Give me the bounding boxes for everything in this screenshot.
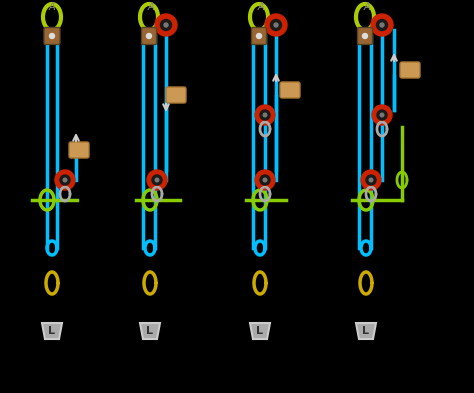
Text: A: A: [258, 2, 264, 12]
Circle shape: [161, 20, 172, 31]
Circle shape: [146, 33, 152, 39]
Text: L: L: [363, 326, 370, 336]
Circle shape: [369, 178, 373, 182]
Circle shape: [260, 175, 270, 185]
Circle shape: [380, 23, 384, 27]
FancyBboxPatch shape: [400, 62, 420, 78]
Circle shape: [255, 105, 275, 125]
Circle shape: [271, 20, 282, 31]
Circle shape: [372, 105, 392, 125]
Polygon shape: [42, 323, 62, 339]
Circle shape: [265, 14, 287, 36]
Circle shape: [274, 23, 278, 27]
Polygon shape: [250, 323, 270, 339]
Polygon shape: [140, 323, 160, 339]
Circle shape: [60, 175, 70, 185]
Circle shape: [363, 33, 367, 39]
Text: L: L: [256, 326, 264, 336]
Circle shape: [366, 175, 376, 185]
Polygon shape: [356, 323, 376, 339]
FancyBboxPatch shape: [142, 28, 156, 44]
Circle shape: [152, 175, 162, 185]
Circle shape: [380, 113, 384, 117]
Text: L: L: [48, 326, 55, 336]
Circle shape: [155, 178, 159, 182]
FancyBboxPatch shape: [280, 82, 300, 98]
Text: A: A: [364, 2, 370, 12]
Circle shape: [147, 170, 167, 190]
FancyBboxPatch shape: [252, 28, 266, 44]
Text: A: A: [148, 2, 155, 12]
Circle shape: [263, 178, 267, 182]
Text: L: L: [146, 326, 154, 336]
FancyBboxPatch shape: [69, 142, 89, 158]
FancyBboxPatch shape: [44, 28, 60, 44]
Circle shape: [260, 110, 270, 120]
Circle shape: [377, 110, 387, 120]
Circle shape: [49, 33, 55, 39]
Circle shape: [376, 20, 388, 31]
Circle shape: [155, 14, 177, 36]
FancyBboxPatch shape: [357, 28, 373, 44]
Circle shape: [371, 14, 393, 36]
Circle shape: [256, 33, 262, 39]
Circle shape: [263, 113, 267, 117]
Circle shape: [361, 170, 381, 190]
Circle shape: [164, 23, 168, 27]
Circle shape: [63, 178, 67, 182]
FancyBboxPatch shape: [166, 87, 186, 103]
Circle shape: [55, 170, 75, 190]
Circle shape: [255, 170, 275, 190]
Text: A: A: [49, 2, 55, 12]
